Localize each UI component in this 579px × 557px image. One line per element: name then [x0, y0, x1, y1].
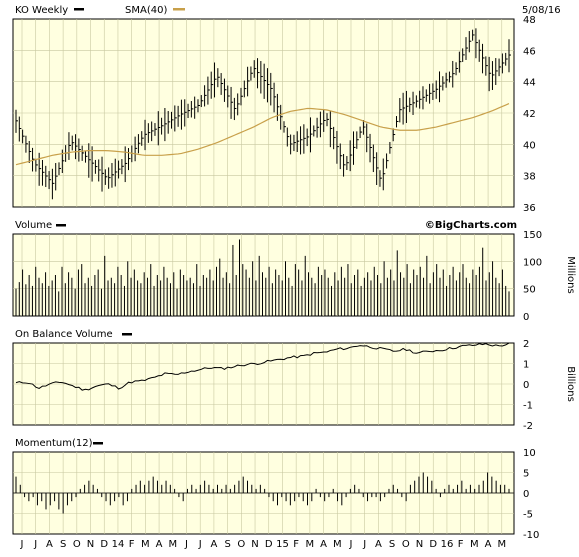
x-axis-label: M — [497, 539, 506, 550]
volume-panel-title: Volume — [15, 220, 52, 231]
x-axis-label: M — [141, 539, 150, 550]
x-axis-label: F — [129, 539, 135, 550]
volume-y-tick-label: 50 — [523, 285, 536, 296]
price-legend-ko-swatch — [74, 8, 84, 11]
x-axis-label: F — [293, 539, 299, 550]
x-axis-label: O — [73, 539, 81, 550]
price-y-tick-label: 46 — [523, 46, 536, 57]
x-axis-label: A — [46, 539, 53, 550]
x-axis-label: M — [470, 539, 479, 550]
momentum-y-tick-label: 0 — [523, 489, 529, 500]
obv-legend-swatch — [122, 333, 132, 336]
x-axis-label: J — [198, 539, 202, 550]
x-axis-label: J — [20, 539, 24, 550]
x-axis-label: 14 — [112, 539, 125, 550]
obv-y-tick-label: 0 — [523, 380, 529, 391]
x-axis-label: 15 — [276, 539, 289, 550]
price-y-tick-label: 44 — [523, 78, 536, 89]
obv-panel-title: On Balance Volume — [15, 329, 113, 340]
momentum-legend-swatch — [93, 442, 103, 445]
x-axis-label: M — [168, 539, 177, 550]
x-axis-label: 16 — [441, 539, 454, 550]
x-axis-label: A — [156, 539, 163, 550]
x-axis-label: N — [251, 539, 258, 550]
x-axis-label: S — [224, 539, 230, 550]
obv-y-tick-label: 1 — [523, 360, 529, 371]
x-axis-label: A — [320, 539, 327, 550]
momentum-y-tick-label: -10 — [523, 530, 539, 541]
volume-legend-swatch — [56, 224, 66, 227]
obv-y-tick-label: -1 — [523, 401, 533, 412]
momentum-y-tick-label: 5 — [523, 469, 529, 480]
x-axis-label: D — [100, 539, 108, 550]
x-axis-label: M — [306, 539, 315, 550]
volume-y-tick-label: 100 — [523, 257, 542, 268]
sma-40-line — [15, 103, 510, 166]
x-axis-label: A — [375, 539, 382, 550]
obv-y-tick-label: 2 — [523, 339, 529, 350]
x-axis-label: A — [210, 539, 217, 550]
price-y-tick-label: 38 — [523, 172, 536, 183]
momentum-y-tick-label: -5 — [523, 510, 533, 521]
x-axis-label: N — [87, 539, 94, 550]
bigcharts-watermark: ©BigCharts.com — [425, 220, 517, 231]
x-axis-label: J — [362, 539, 366, 550]
x-axis-label: D — [429, 539, 437, 550]
x-axis-label: O — [402, 539, 410, 550]
obv-line — [15, 342, 510, 391]
x-axis-label: S — [389, 539, 395, 550]
price-legend-sma-swatch — [173, 8, 185, 11]
x-axis-label: J — [33, 539, 37, 550]
volume-y-tick-label: 0 — [523, 312, 529, 323]
momentum-y-tick-label: 10 — [523, 448, 536, 459]
x-axis-label: D — [265, 539, 273, 550]
obv-y-tick-label: -2 — [523, 421, 533, 432]
price-legend-sma: SMA(40) — [125, 5, 167, 16]
momentum-panel-title: Momentum(12) — [15, 438, 93, 449]
obv-axis-label: Billions — [565, 366, 576, 402]
volume-y-tick-label: 150 — [523, 230, 542, 241]
price-y-tick-label: 42 — [523, 109, 536, 120]
x-axis-label: F — [458, 539, 464, 550]
chart-date-label: 5/08/16 — [522, 5, 561, 16]
price-y-tick-label: 36 — [523, 203, 536, 214]
x-axis-label: S — [60, 539, 66, 550]
price-legend-ko: KO Weekly — [15, 5, 68, 16]
x-axis-label: N — [416, 539, 423, 550]
volume-axis-label: Millions — [565, 256, 576, 293]
price-y-tick-label: 40 — [523, 140, 536, 151]
x-axis-label: J — [184, 539, 188, 550]
price-y-tick-label: 48 — [523, 15, 536, 26]
x-axis-label: A — [485, 539, 492, 550]
x-axis-label: O — [237, 539, 245, 550]
x-axis-label: M — [333, 539, 342, 550]
x-axis-label: J — [349, 539, 353, 550]
